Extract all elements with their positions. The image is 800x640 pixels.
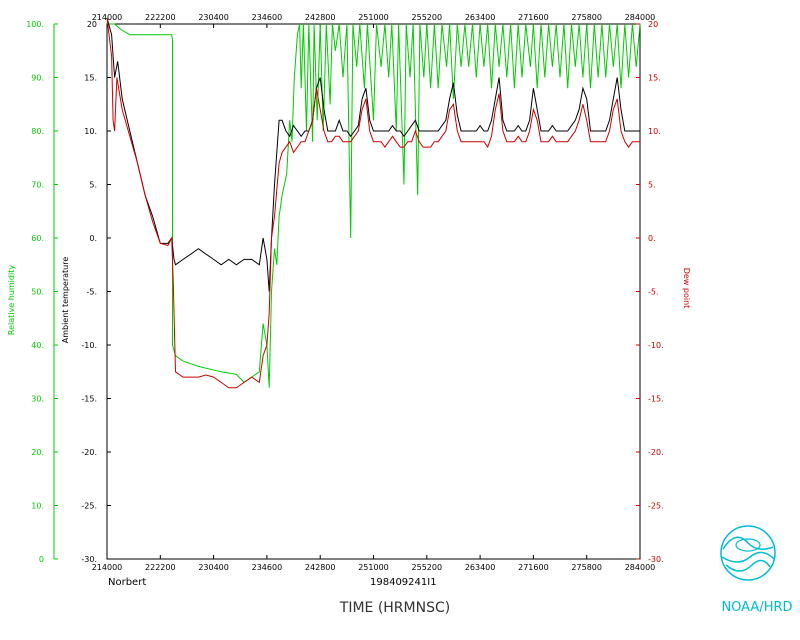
x-tick-label-top: 263400 <box>465 13 496 22</box>
humidity-tick-label: 50. <box>31 288 44 297</box>
dewpoint-axis-title: Dew point <box>682 268 691 309</box>
series-layer <box>106 17 641 389</box>
x-tick-label-top: 234600 <box>252 13 283 22</box>
temperature-series-line <box>106 17 640 292</box>
x-axis-title: TIME (HRMNSC) <box>339 600 450 616</box>
x-axis-ticks: 214000 214000 222200 222200 230400 230400 2346… <box>92 13 656 572</box>
temperature-tick-label: 15. <box>84 74 97 83</box>
temperature-tick-label: -10. <box>81 341 97 350</box>
humidity-tick-label: 0 <box>39 555 44 564</box>
x-tick-label-top: 242800 <box>305 13 336 22</box>
x-tick-label-bottom: 251000 <box>358 563 389 572</box>
dewpoint-tick-label: -20. <box>648 448 664 457</box>
temperature-axis-ticks: 20 15. 10. 5. 0. -5. -10. -15. -20. -25. -30. <box>81 20 111 564</box>
x-tick-label-top: 251000 <box>358 13 389 22</box>
storm-name-label: Norbert <box>108 577 146 588</box>
temperature-tick-label: -30. <box>81 555 97 564</box>
dewpoint-tick-label: -25. <box>648 502 664 511</box>
temperature-axis-title: Ambient temperature <box>61 257 70 344</box>
humidity-tick-label: 60. <box>31 234 44 243</box>
humidity-tick-label: 70. <box>31 181 44 190</box>
dewpoint-series-line <box>106 17 640 389</box>
x-tick-label-bottom: 271600 <box>518 563 549 572</box>
dewpoint-tick-label: -5. <box>648 288 659 297</box>
temperature-tick-label: -5. <box>86 288 97 297</box>
temperature-tick-label: -15. <box>81 395 97 404</box>
x-tick-label-top: 222200 <box>145 13 176 22</box>
agency-label: NOAA/HRD <box>721 600 792 615</box>
dewpoint-tick-label: 0. <box>648 234 656 243</box>
dewpoint-tick-label: -15. <box>648 395 664 404</box>
dewpoint-tick-label: -30. <box>648 555 664 564</box>
x-tick-label-bottom: 222200 <box>145 563 176 572</box>
humidity-tick-label: 80. <box>31 127 44 136</box>
humidity-tick-label: 100. <box>26 20 44 29</box>
x-tick-label-top: 255200 <box>412 13 443 22</box>
dewpoint-tick-label: -10. <box>648 341 664 350</box>
x-tick-label-top: 230400 <box>198 13 229 22</box>
temperature-tick-label: -25. <box>81 502 97 511</box>
x-tick-label-bottom: 275800 <box>571 563 602 572</box>
x-tick-label-top: 214000 <box>92 13 123 22</box>
noaa-logo-icon <box>720 525 776 581</box>
x-tick-label-bottom: 255200 <box>412 563 443 572</box>
temperature-tick-label: 20 <box>87 20 97 29</box>
humidity-tick-label: 90. <box>31 74 44 83</box>
temperature-tick-label: 0. <box>89 234 97 243</box>
humidity-axis-ticks: 100. 90. 80. 70. 60. 50. 40. 30. 20. 10. 0 <box>26 20 58 564</box>
dewpoint-tick-label: 15. <box>648 74 661 83</box>
temperature-tick-label: 10. <box>84 127 97 136</box>
flight-id-label: 198409241I1 <box>370 577 437 588</box>
humidity-axis-title: Relative humidity <box>7 265 16 335</box>
humidity-tick-label: 30. <box>31 395 44 404</box>
x-tick-label-bottom: 242800 <box>305 563 336 572</box>
x-tick-label-top: 271600 <box>518 13 549 22</box>
x-tick-label-top: 284000 <box>625 13 656 22</box>
x-tick-label-top: 275800 <box>571 13 602 22</box>
x-tick-label-bottom: 230400 <box>198 563 229 572</box>
dewpoint-tick-label: 5. <box>648 181 656 190</box>
dewpoint-tick-label: 20 <box>648 20 658 29</box>
dewpoint-axis-ticks: 20 15. 10. 5. 0. -5. -10. -15. -20. -25. -30. <box>636 20 664 564</box>
x-tick-label-bottom: 284000 <box>625 563 656 572</box>
temperature-tick-label: 5. <box>89 181 97 190</box>
x-tick-label-bottom: 214000 <box>92 563 123 572</box>
humidity-tick-label: 20. <box>31 448 44 457</box>
temperature-tick-label: -20. <box>81 448 97 457</box>
humidity-tick-label: 40. <box>31 341 44 350</box>
x-tick-label-bottom: 263400 <box>465 563 496 572</box>
humidity-series-line <box>107 23 641 388</box>
dewpoint-tick-label: 10. <box>648 127 661 136</box>
x-tick-label-bottom: 234600 <box>252 563 283 572</box>
humidity-tick-label: 10. <box>31 502 44 511</box>
